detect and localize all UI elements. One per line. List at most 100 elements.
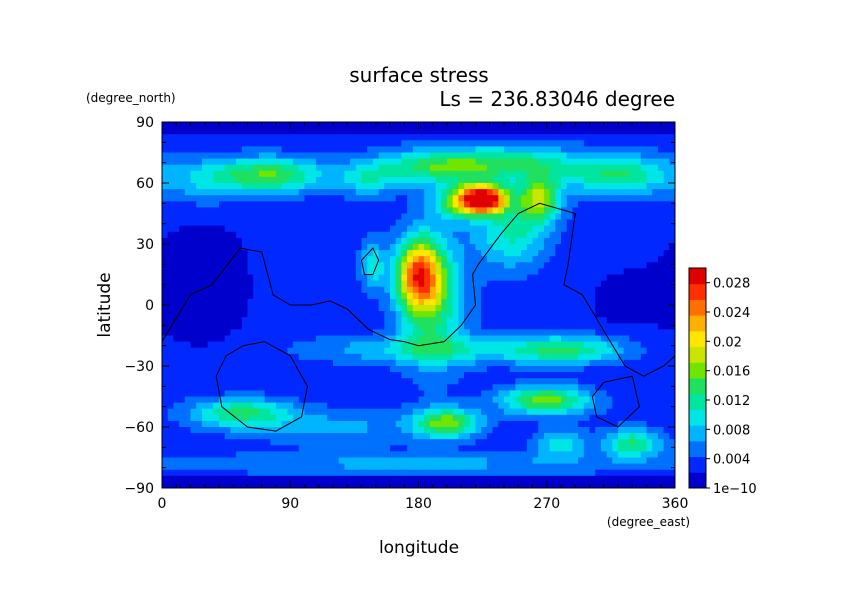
heatmap-cell: [646, 359, 653, 367]
heatmap-cell: [310, 323, 317, 330]
heatmap-cell: [390, 396, 397, 404]
heatmap-cell: [372, 237, 380, 245]
heatmap-cell: [253, 152, 260, 160]
heatmap-cell: [230, 158, 237, 166]
heatmap-cell: [646, 152, 653, 160]
heatmap-cell: [469, 244, 477, 251]
heatmap-cell: [276, 311, 283, 318]
heatmap-cell: [333, 439, 340, 446]
heatmap-cell: [429, 158, 437, 166]
heatmap-cell: [640, 146, 648, 154]
heatmap-cell: [509, 195, 516, 202]
heatmap-cell: [162, 396, 169, 404]
heatmap-cell: [612, 445, 619, 452]
heatmap-cell: [401, 213, 408, 221]
heatmap-cell: [640, 414, 648, 422]
heatmap-cell: [509, 201, 516, 208]
heatmap-cell: [589, 250, 596, 257]
heatmap-cell: [162, 231, 169, 239]
heatmap-cell: [606, 140, 613, 147]
heatmap-cell: [509, 353, 516, 361]
heatmap-cell: [418, 250, 425, 257]
heatmap-cell: [224, 256, 231, 263]
heatmap-cell: [287, 359, 294, 367]
heatmap-cell: [595, 207, 602, 215]
heatmap-cell: [618, 134, 625, 141]
heatmap-cell: [652, 329, 659, 337]
heatmap-cell: [276, 420, 283, 428]
heatmap-cell: [566, 256, 573, 263]
heatmap-cell: [173, 189, 180, 196]
heatmap-cell: [264, 457, 271, 465]
heatmap-cell: [395, 244, 402, 251]
heatmap-cell: [424, 225, 431, 233]
heatmap-cell: [657, 427, 665, 434]
heatmap-cell: [378, 353, 385, 361]
heatmap-cell: [224, 420, 231, 428]
heatmap-cell: [184, 433, 192, 440]
heatmap-cell: [578, 292, 585, 300]
heatmap-cell: [395, 292, 402, 300]
heatmap-cell: [355, 372, 363, 379]
heatmap-cell: [549, 128, 556, 135]
heatmap-cell: [657, 280, 665, 288]
heatmap-cell: [435, 451, 442, 459]
heatmap-cell: [190, 353, 197, 361]
heatmap-cell: [378, 359, 385, 367]
heatmap-cell: [304, 292, 311, 300]
heatmap-cell: [395, 152, 402, 160]
heatmap-cell: [190, 286, 197, 294]
heatmap-cell: [333, 244, 340, 251]
heatmap-cell: [281, 427, 288, 434]
heatmap-cell: [578, 262, 585, 269]
heatmap-cell: [361, 341, 368, 349]
heatmap-cell: [247, 396, 254, 404]
heatmap-cell: [315, 231, 323, 239]
heatmap-cell: [333, 140, 340, 147]
heatmap-cell: [549, 378, 556, 385]
heatmap-cell: [578, 335, 585, 343]
heatmap-cell: [219, 152, 226, 160]
heatmap-cell: [464, 213, 471, 221]
heatmap-cell: [475, 378, 482, 385]
heatmap-cell: [372, 213, 380, 221]
heatmap-cell: [173, 274, 180, 282]
heatmap-cell: [384, 347, 391, 355]
heatmap-cell: [179, 164, 186, 172]
heatmap-cell: [600, 311, 608, 318]
heatmap-cell: [435, 317, 442, 324]
heatmap-cell: [167, 268, 174, 276]
heatmap-cell: [635, 372, 642, 379]
heatmap-cell: [162, 420, 169, 428]
heatmap-cell: [230, 323, 237, 330]
heatmap-cell: [173, 414, 180, 422]
heatmap-cell: [657, 402, 665, 410]
heatmap-cell: [327, 427, 334, 434]
heatmap-cell: [287, 219, 294, 227]
heatmap-cell: [321, 335, 328, 343]
heatmap-cell: [640, 317, 648, 324]
heatmap-cell: [304, 347, 311, 355]
heatmap-cell: [595, 353, 602, 361]
heatmap-cell: [412, 402, 420, 410]
heatmap-cell: [600, 152, 608, 160]
heatmap-cell: [595, 420, 602, 428]
heatmap-cell: [646, 402, 653, 410]
heatmap-cell: [600, 451, 608, 459]
heatmap-cell: [276, 329, 283, 337]
heatmap-cell: [583, 122, 591, 129]
heatmap-cell: [247, 140, 254, 147]
heatmap-cell: [606, 274, 613, 282]
heatmap-cell: [521, 347, 528, 355]
heatmap-cell: [492, 250, 499, 257]
heatmap-cell: [543, 451, 551, 459]
heatmap-cell: [293, 353, 300, 361]
heatmap-cell: [543, 414, 551, 422]
heatmap-cell: [549, 298, 556, 306]
heatmap-cell: [515, 219, 522, 227]
heatmap-cell: [475, 433, 482, 440]
heatmap-cell: [344, 164, 351, 172]
heatmap-cell: [595, 433, 602, 440]
heatmap-cell: [572, 311, 579, 318]
heatmap-cell: [458, 170, 465, 178]
